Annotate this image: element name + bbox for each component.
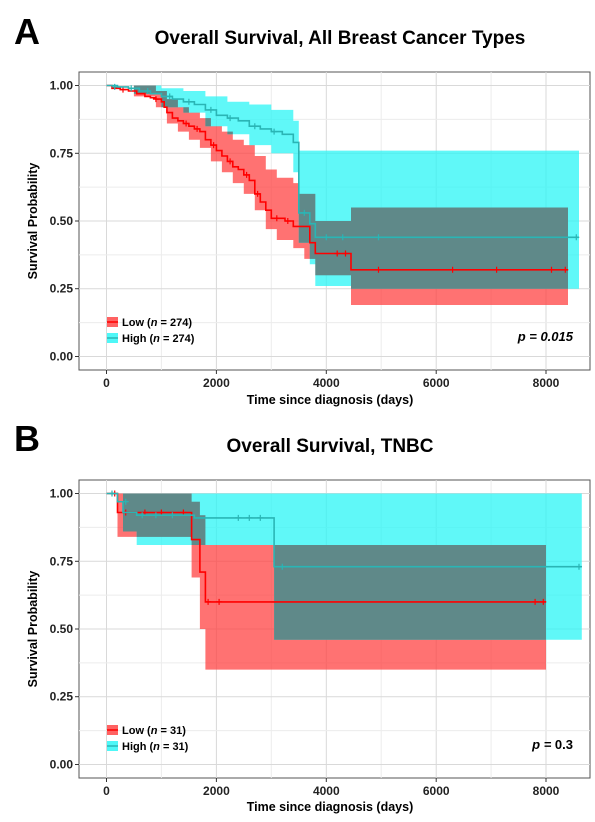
- y-tick-label: 0.75: [50, 554, 74, 568]
- x-axis-label-b: Time since diagnosis (days): [247, 800, 414, 814]
- y-tick-label: 0.00: [50, 758, 74, 772]
- x-tick-label: 6000: [423, 784, 450, 798]
- censor-mark-high: [323, 234, 330, 241]
- survival-curves-b: [106, 490, 582, 605]
- survival-curve-low: [106, 492, 546, 603]
- censor-mark-high: [227, 115, 234, 122]
- x-tick-label: 2000: [203, 376, 230, 390]
- y-tick-label: 0.50: [50, 214, 74, 228]
- legend-label-low: Low (n = 274): [122, 317, 192, 329]
- censor-mark-high: [185, 98, 192, 105]
- x-tick-label: 8000: [533, 784, 560, 798]
- censor-mark-high: [139, 512, 146, 519]
- censor-mark-low: [562, 266, 569, 273]
- censor-mark-low: [216, 598, 223, 605]
- legend-item-high: High (n = 31): [107, 741, 189, 753]
- censor-mark-low: [540, 598, 547, 605]
- censor-mark-high: [301, 209, 308, 216]
- grid-a: [79, 72, 590, 370]
- x-ticks-a: 0 2000 4000 6000 8000: [103, 370, 560, 390]
- censor-mark-low: [375, 266, 382, 273]
- censor-mark-high: [271, 128, 278, 135]
- x-tick-label: 4000: [313, 784, 340, 798]
- y-tick-label: 0.75: [50, 146, 74, 160]
- x-tick-label: 0: [103, 784, 110, 798]
- x-tick-label: 2000: [203, 784, 230, 798]
- censor-mark-low: [254, 190, 261, 197]
- y-ticks-b: 0.00 0.25 0.50 0.75 1.00: [50, 487, 79, 772]
- x-tick-label: 0: [103, 376, 110, 390]
- y-tick-label: 0.50: [50, 622, 74, 636]
- y-axis-label-a: Survival Probability: [26, 163, 40, 280]
- x-ticks-b: 0 2000 4000 6000 8000: [103, 778, 560, 798]
- censor-mark-low: [152, 96, 159, 103]
- censor-mark-high: [257, 514, 264, 521]
- censor-mark-low: [334, 250, 341, 257]
- censor-mark-low: [210, 142, 217, 149]
- panel-b-title: Overall Survival, TNBC: [227, 436, 434, 457]
- censor-mark-high: [251, 123, 258, 130]
- censor-mark-high: [207, 106, 214, 113]
- censor-mark-low: [284, 218, 291, 224]
- panel-letter-a: A: [14, 11, 40, 52]
- panel-a-title: Overall Survival, All Breast Cancer Type…: [155, 28, 526, 49]
- x-tick-label: 6000: [423, 376, 450, 390]
- censor-mark-high: [111, 83, 118, 90]
- censor-mark-high: [109, 490, 115, 497]
- censor-mark-low: [194, 125, 201, 132]
- censor-mark-high: [122, 498, 129, 505]
- censor-mark-low: [205, 598, 212, 605]
- censor-mark-low: [342, 250, 349, 257]
- survival-curve-low: [106, 84, 568, 271]
- survival-curve-high: [106, 492, 582, 568]
- legend-a: Low (n = 274) High (n = 274): [107, 317, 195, 345]
- censor-mark-high: [339, 234, 346, 241]
- legend-item-high: High (n = 274): [107, 333, 195, 345]
- legend-label-low: Low (n = 31): [122, 725, 186, 737]
- censor-mark-high: [246, 514, 253, 521]
- y-tick-label: 1.00: [50, 79, 74, 93]
- panel-letter-b: B: [14, 418, 40, 459]
- censor-mark-high: [166, 93, 173, 100]
- x-tick-label: 4000: [313, 376, 340, 390]
- legend-label-high: High (n = 31): [122, 741, 189, 753]
- legend-label-high: High (n = 274): [122, 333, 195, 345]
- censor-mark-low: [273, 215, 280, 222]
- censor-mark-low: [449, 266, 456, 273]
- panel-a: A Overall Survival, All Breast Cancer Ty…: [14, 11, 591, 407]
- y-ticks-a: 0.00 0.25 0.50 0.75 1.00: [50, 79, 79, 364]
- censor-mark-high: [375, 234, 382, 241]
- y-tick-label: 0.25: [50, 690, 74, 704]
- y-tick-label: 1.00: [50, 487, 74, 501]
- x-tick-label: 8000: [533, 376, 560, 390]
- legend-item-low: Low (n = 274): [107, 317, 192, 329]
- y-tick-label: 0.00: [50, 350, 74, 364]
- censor-mark-high: [144, 88, 151, 94]
- censor-mark-high: [235, 514, 242, 521]
- survival-curves-a: [106, 83, 580, 273]
- censor-mark-low: [227, 158, 234, 165]
- legend-b: Low (n = 31) High (n = 31): [107, 725, 189, 753]
- censor-mark-low: [532, 598, 539, 605]
- y-tick-label: 0.25: [50, 282, 74, 296]
- censor-mark-high: [128, 85, 135, 92]
- censor-mark-low: [183, 120, 190, 127]
- censor-mark-high: [279, 563, 286, 570]
- censor-mark-low: [548, 266, 555, 273]
- censor-mark-high: [573, 234, 580, 241]
- panel-b: B Overall Survival, TNBC 0 2000 4000 6000 80…: [14, 418, 591, 814]
- y-axis-label-b: Survival Probability: [26, 571, 40, 688]
- p-value-a: p = 0.015: [517, 329, 574, 344]
- censor-mark-high: [152, 512, 159, 519]
- p-value-b: p = 0.3: [531, 737, 573, 752]
- censor-mark-high: [169, 512, 176, 519]
- censor-mark-low: [493, 266, 500, 273]
- legend-item-low: Low (n = 31): [107, 725, 186, 737]
- censor-mark-high: [576, 563, 582, 570]
- censor-mark-low: [243, 171, 250, 178]
- x-axis-label-a: Time since diagnosis (days): [247, 393, 414, 407]
